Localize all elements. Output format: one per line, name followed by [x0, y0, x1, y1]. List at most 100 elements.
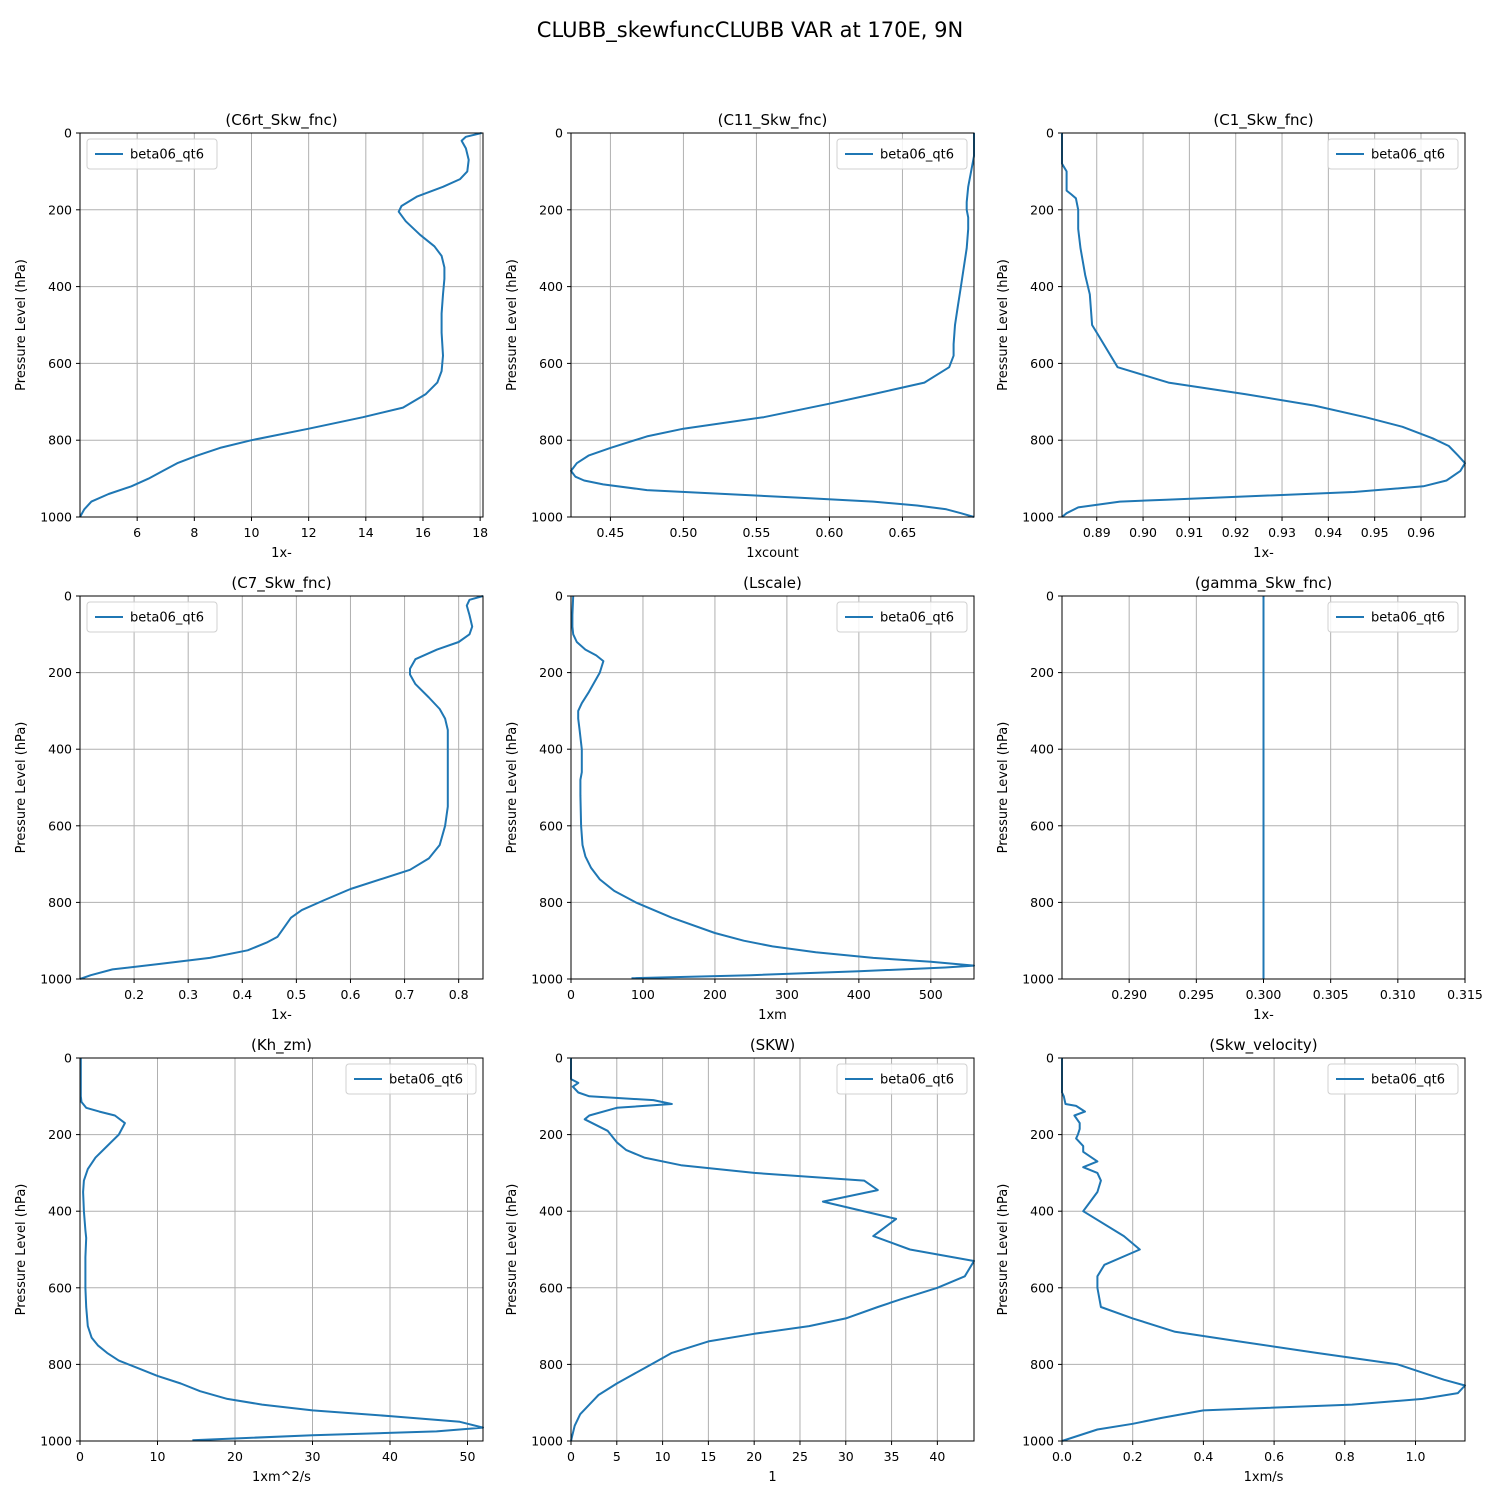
panel-8-axes-frame: [570, 1057, 975, 1442]
panel-9-xlabel: 1xm/s: [1244, 1470, 1284, 1485]
panel-7-ylabel: Pressure Level (hPa): [14, 1184, 29, 1316]
panel-3-legend-box: [1327, 138, 1459, 170]
panel-8-legend-label: beta06_qt6: [880, 1073, 954, 1088]
panel-7-series-line-1: [79, 1058, 484, 1442]
panel-5-xtick-label: 500: [919, 987, 943, 1002]
panel-9-xtick-label: 0.2: [1123, 1449, 1143, 1464]
panel-7-xtick-label: 50: [460, 1449, 476, 1464]
chart-panel-9: 0.0 0.2 0.4 0.6 0.8 1.0 0 200 400 600 800 1000 (Skw_…: [996, 1036, 1466, 1485]
panel-9-xtick-label: 0.6: [1264, 1449, 1284, 1464]
panel-4-ytick-label: 1000: [40, 972, 72, 987]
panel-3-xtick-label: 0.93: [1268, 525, 1296, 540]
panel-6-xtick-label: 0.295: [1178, 987, 1214, 1002]
panel-1-xtick-label: 8: [190, 525, 198, 540]
panel-5-ytick-label: 200: [539, 665, 563, 680]
panel-1-axes-frame: [79, 132, 484, 518]
panel-1-xtick-label: 18: [472, 525, 488, 540]
panel-6-ytick-label: 800: [1030, 895, 1054, 910]
panel-4-ytick-label: 600: [48, 818, 72, 833]
panel-6-ylabel: Pressure Level (hPa): [996, 722, 1011, 854]
panel-8-ytick-label: 1000: [531, 1434, 563, 1449]
panel-5-xtick-label: 300: [775, 987, 799, 1002]
panel-6-xtick-label: 0.305: [1313, 987, 1349, 1002]
panel-3-ytick-label: 200: [1030, 202, 1054, 217]
panel-9-series-line-1: [1061, 1058, 1466, 1442]
panel-2-xtick-label: 0.50: [670, 525, 698, 540]
panel-1-title: (C6rt_Skw_fnc): [225, 111, 337, 130]
panel-5-ytick-label: 400: [539, 742, 563, 757]
panel-1-legend: beta06_qt6: [86, 138, 218, 170]
panel-8-xtick-label: 25: [792, 1449, 808, 1464]
panel-6-legend: beta06_qt6: [1327, 601, 1459, 633]
panel-2-legend-box: [836, 138, 968, 170]
panel-6-xtick-label: 0.300: [1246, 987, 1282, 1002]
panel-4-ytick-label: 0: [64, 589, 72, 604]
panel-1-ytick-label: 800: [48, 433, 72, 448]
panel-7-legend-box: [345, 1063, 477, 1095]
panel-9-xtick-label: 1.0: [1406, 1449, 1426, 1464]
panel-4-xtick-label: 0.4: [232, 987, 252, 1002]
panel-2-ytick-label: 0: [555, 126, 563, 141]
panel-8-xtick-label: 30: [838, 1449, 854, 1464]
panel-9-ytick-label: 400: [1030, 1204, 1054, 1219]
panel-5-ylabel: Pressure Level (hPa): [505, 722, 520, 854]
panel-4-xtick-label: 0.8: [449, 987, 469, 1002]
panel-4-legend-box: [86, 601, 218, 633]
chart-panel-4: 0.2 0.3 0.4 0.5 0.6 0.7 0.8 0 200 400 600 800 1000 (C…: [14, 574, 484, 1023]
panel-2-legend: beta06_qt6: [836, 138, 968, 170]
panel-9-axes-frame: [1061, 1057, 1466, 1442]
panel-2-ytick-label: 800: [539, 433, 563, 448]
panel-5-ytick-label: 800: [539, 895, 563, 910]
panel-9-xtick-label: 0.0: [1052, 1449, 1072, 1464]
panel-6-title: (gamma_Skw_fnc): [1195, 574, 1332, 593]
panel-5-legend: beta06_qt6: [836, 601, 968, 633]
panel-8-ytick-label: 400: [539, 1204, 563, 1219]
chart-panel-8: 0 5 10 15 20 25 30 35 4002004006008001000(SKW)1P…: [505, 1036, 975, 1485]
chart-panel-1: 6 8 10 12 14 16 18 0 200 400 600 800 1000 (C6rt_Skw_f…: [14, 111, 488, 561]
panel-4-ytick-label: 200: [48, 665, 72, 680]
panel-1-ytick-label: 600: [48, 356, 72, 371]
panel-9-ytick-label: 1000: [1022, 1434, 1054, 1449]
panel-3-ytick-label: 600: [1030, 356, 1054, 371]
panel-3-xtick-label: 0.94: [1314, 525, 1342, 540]
panel-6-ytick-label: 1000: [1022, 972, 1054, 987]
panel-4-xtick-label: 0.2: [124, 987, 144, 1002]
panel-9-ytick-label: 600: [1030, 1280, 1054, 1295]
panel-3-axes-frame: [1061, 132, 1466, 518]
panel-2-xtick-label: 0.65: [889, 525, 917, 540]
panel-5-xlabel: 1xm: [758, 1008, 787, 1023]
panel-7-ytick-label: 600: [48, 1280, 72, 1295]
panel-8-ytick-label: 600: [539, 1280, 563, 1295]
panel-8-legend: beta06_qt6: [836, 1063, 968, 1095]
panel-5-legend-box: [836, 601, 968, 633]
panel-8-title: (SKW): [750, 1036, 795, 1054]
panel-1-ylabel: Pressure Level (hPa): [14, 259, 29, 391]
panel-3-xtick-label: 0.90: [1129, 525, 1157, 540]
panels-container: 6 8 10 12 14 16 1802004006008001000(C6rt_Skw_f…: [14, 111, 1483, 1485]
panel-1-xtick-label: 16: [415, 525, 431, 540]
panel-3-ytick-label: 400: [1030, 279, 1054, 294]
panel-6-ytick-label: 200: [1030, 665, 1054, 680]
panel-1-xlabel: 1x-: [271, 546, 292, 561]
panel-5-xtick-label: 400: [847, 987, 871, 1002]
panel-3-xtick-label: 0.95: [1361, 525, 1389, 540]
panel-3-series-line-1: [1061, 133, 1466, 518]
panel-8-xlabel: 1: [768, 1470, 776, 1485]
panel-4-series-line-1: [79, 595, 484, 980]
panel-3-ytick-label: 0: [1046, 126, 1054, 141]
panel-8-xtick-label: 20: [746, 1449, 762, 1464]
panel-7-legend: beta06_qt6: [345, 1063, 477, 1095]
panel-9-xtick-label: 0.8: [1335, 1449, 1355, 1464]
panel-5-title: (Lscale): [743, 574, 802, 592]
figure-title: CLUBB_skewfuncCLUBB VAR at 170E, 9N: [537, 18, 963, 43]
panel-6-legend-label: beta06_qt6: [1371, 611, 1445, 626]
panel-9-xtick-label: 0.4: [1193, 1449, 1213, 1464]
panel-8-ytick-label: 800: [539, 1357, 563, 1372]
panel-8-xtick-label: 5: [613, 1449, 621, 1464]
panel-2-xtick-label: 0.45: [597, 525, 625, 540]
chart-panel-6: 0.290 0.295 0.300 0.305 0.310 0.315 0 200 400 600…: [996, 574, 1483, 1023]
panel-4-xtick-label: 0.3: [178, 987, 198, 1002]
panel-4-axes-frame: [79, 595, 484, 980]
panel-7-xtick-label: 20: [227, 1449, 243, 1464]
panel-4-xtick-label: 0.6: [341, 987, 361, 1002]
